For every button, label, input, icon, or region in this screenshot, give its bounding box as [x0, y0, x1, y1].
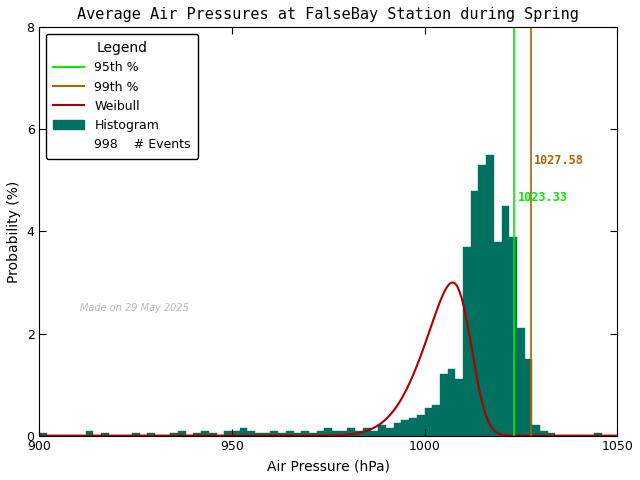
Bar: [486, 155, 494, 436]
Bar: [348, 428, 355, 436]
Bar: [525, 359, 532, 436]
Legend: 95th %, 99th %, Weibull, Histogram, 998    # Events: 95th %, 99th %, Weibull, Histogram, 998 …: [45, 34, 198, 159]
Bar: [301, 431, 309, 436]
Bar: [324, 428, 332, 436]
Bar: [224, 431, 232, 436]
Bar: [86, 431, 93, 436]
Bar: [317, 431, 324, 436]
Bar: [432, 405, 440, 436]
Title: Average Air Pressures at FalseBay Station during Spring: Average Air Pressures at FalseBay Statio…: [77, 7, 579, 22]
Bar: [417, 415, 424, 436]
Bar: [271, 431, 278, 436]
Bar: [340, 431, 348, 436]
Bar: [278, 433, 286, 436]
Bar: [386, 428, 394, 436]
Bar: [332, 431, 340, 436]
Bar: [371, 431, 378, 436]
Bar: [247, 431, 255, 436]
Bar: [232, 431, 239, 436]
Bar: [239, 428, 247, 436]
Bar: [594, 433, 602, 436]
Bar: [355, 431, 363, 436]
Bar: [201, 431, 209, 436]
Bar: [309, 433, 317, 436]
Bar: [502, 206, 509, 436]
Bar: [540, 431, 548, 436]
Bar: [363, 428, 371, 436]
X-axis label: Air Pressure (hPa): Air Pressure (hPa): [267, 459, 390, 473]
Bar: [178, 431, 186, 436]
Bar: [378, 425, 386, 436]
Bar: [532, 425, 540, 436]
Bar: [455, 380, 463, 436]
Bar: [209, 433, 216, 436]
Bar: [409, 418, 417, 436]
Bar: [494, 241, 502, 436]
Bar: [401, 420, 409, 436]
Bar: [132, 433, 140, 436]
Bar: [440, 374, 447, 436]
Bar: [447, 369, 455, 436]
Text: 1027.58: 1027.58: [534, 154, 584, 167]
Bar: [147, 433, 155, 436]
Bar: [101, 433, 109, 436]
Bar: [548, 433, 556, 436]
Bar: [479, 165, 486, 436]
Bar: [463, 247, 471, 436]
Bar: [170, 433, 178, 436]
Bar: [263, 433, 271, 436]
Bar: [40, 433, 47, 436]
Y-axis label: Probability (%): Probability (%): [7, 180, 21, 283]
Bar: [471, 191, 479, 436]
Bar: [193, 433, 201, 436]
Bar: [424, 408, 432, 436]
Bar: [509, 237, 517, 436]
Text: 1023.33: 1023.33: [518, 191, 567, 204]
Bar: [294, 433, 301, 436]
Bar: [255, 433, 263, 436]
Bar: [394, 423, 401, 436]
Bar: [286, 431, 294, 436]
Text: Made on 29 May 2025: Made on 29 May 2025: [80, 303, 189, 313]
Bar: [517, 328, 525, 436]
